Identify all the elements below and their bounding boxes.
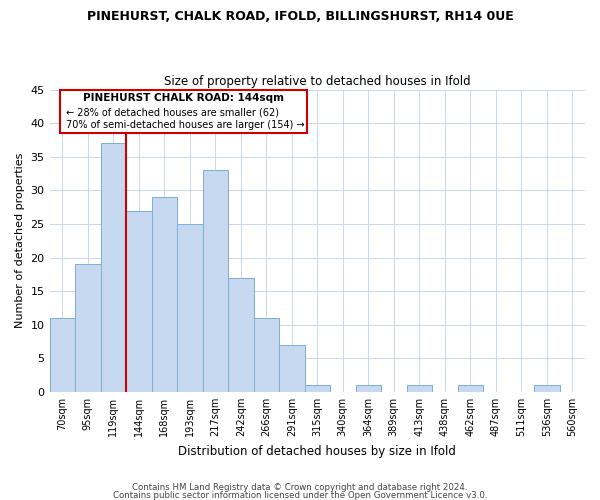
- Bar: [101, 144, 126, 392]
- Bar: [126, 210, 152, 392]
- Bar: [203, 170, 228, 392]
- Bar: [50, 318, 75, 392]
- Bar: [407, 385, 432, 392]
- Text: 70% of semi-detached houses are larger (154) →: 70% of semi-detached houses are larger (…: [65, 120, 304, 130]
- Bar: [279, 345, 305, 392]
- Bar: [458, 385, 483, 392]
- Title: Size of property relative to detached houses in Ifold: Size of property relative to detached ho…: [164, 76, 470, 88]
- Bar: [75, 264, 101, 392]
- Bar: [356, 385, 381, 392]
- Text: PINEHURST CHALK ROAD: 144sqm: PINEHURST CHALK ROAD: 144sqm: [83, 92, 284, 102]
- Bar: [254, 318, 279, 392]
- Text: ← 28% of detached houses are smaller (62): ← 28% of detached houses are smaller (62…: [65, 107, 278, 117]
- FancyBboxPatch shape: [60, 90, 307, 134]
- Bar: [228, 278, 254, 392]
- Text: PINEHURST, CHALK ROAD, IFOLD, BILLINGSHURST, RH14 0UE: PINEHURST, CHALK ROAD, IFOLD, BILLINGSHU…: [86, 10, 514, 23]
- Bar: [534, 385, 560, 392]
- Bar: [305, 385, 330, 392]
- X-axis label: Distribution of detached houses by size in Ifold: Distribution of detached houses by size …: [178, 444, 456, 458]
- Text: Contains public sector information licensed under the Open Government Licence v3: Contains public sector information licen…: [113, 491, 487, 500]
- Text: Contains HM Land Registry data © Crown copyright and database right 2024.: Contains HM Land Registry data © Crown c…: [132, 484, 468, 492]
- Bar: [152, 197, 177, 392]
- Bar: [177, 224, 203, 392]
- Y-axis label: Number of detached properties: Number of detached properties: [15, 153, 25, 328]
